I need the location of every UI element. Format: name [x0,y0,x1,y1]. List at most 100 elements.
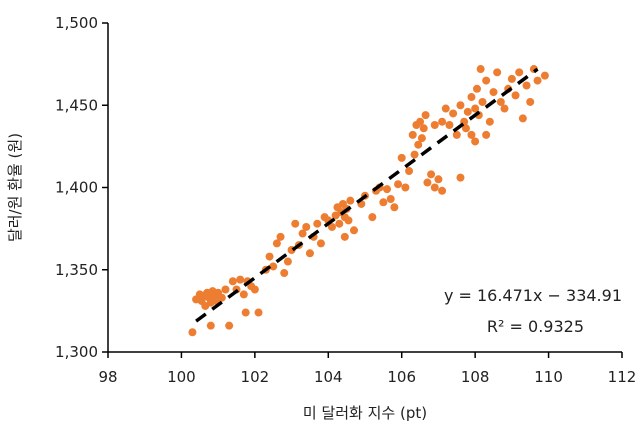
data-point [414,140,423,149]
x-axis-title: 미 달러화 지수 (pt) [303,404,427,422]
data-point [298,229,307,238]
x-tick-label: 104 [314,368,343,386]
r-squared-label: R² = 0.9325 [487,317,584,336]
y-tick-label: 1,400 [55,179,98,197]
data-point [449,109,458,118]
x-tick-label: 106 [387,368,416,386]
data-point [236,275,245,284]
y-tick-label: 1,500 [55,14,98,32]
data-point [394,180,403,189]
data-point [493,68,502,77]
x-tick-label: 112 [608,368,637,386]
data-point [188,328,197,337]
data-point [416,117,425,126]
trendline-equation: y = 16.471x − 334.91 [444,286,622,305]
y-axis-title: 달러/원 환율 (원) [6,133,24,242]
data-point [482,76,491,85]
data-point [417,134,426,143]
data-point [276,232,285,241]
data-point [540,71,549,80]
data-point [438,117,447,126]
data-point [419,124,428,133]
data-point [515,68,524,77]
data-point [254,308,263,317]
data-point [379,198,388,207]
data-point [327,222,336,231]
y-axis-ticks: 1,300 1,350 1,400 1,450 1,500 [55,14,108,361]
data-point [478,97,487,106]
data-point [405,167,414,176]
data-point [482,130,491,139]
data-point [456,101,465,110]
data-point [386,195,395,204]
y-tick-label: 1,300 [55,343,98,361]
data-point [496,97,505,106]
data-point [463,107,472,116]
data-point [344,216,353,225]
data-point [340,232,349,241]
data-point [291,219,300,228]
data-point [427,170,436,179]
data-point [383,185,392,194]
y-tick-label: 1,350 [55,261,98,279]
data-point [221,285,230,294]
data-point [349,226,358,235]
data-point [471,137,480,146]
data-point [526,97,535,106]
x-tick-label: 108 [461,368,490,386]
data-points [188,65,549,337]
x-axis-ticks: 98 100 102 104 106 108 110 112 [98,352,636,386]
data-point [217,293,226,302]
data-point [269,262,278,271]
data-point [408,130,417,139]
data-point [335,219,344,228]
data-point [346,196,355,205]
data-point [522,81,531,90]
data-point [283,257,292,266]
data-point [472,84,481,93]
data-point [305,249,314,258]
data-point [507,74,516,83]
data-point [313,219,322,228]
trendline-layer [195,67,539,323]
data-point [471,104,480,113]
data-point [533,76,542,85]
data-point [410,150,419,159]
data-point [445,120,454,129]
data-point [485,117,494,126]
y-tick-label: 1,450 [55,96,98,114]
x-tick-label: 102 [241,368,270,386]
data-point [397,153,406,162]
data-point [489,88,498,97]
data-point [272,239,281,248]
x-tick-label: 98 [98,368,117,386]
x-tick-label: 100 [167,368,196,386]
data-point [228,277,237,286]
data-point [239,290,248,299]
data-point [441,104,450,113]
data-point [250,285,259,294]
data-point [434,175,443,184]
data-point [401,183,410,192]
data-point [423,178,432,187]
data-point [461,124,470,133]
data-point [452,130,461,139]
data-point [456,173,465,182]
data-point [430,120,439,129]
data-point [316,239,325,248]
trendline [195,67,539,323]
x-tick-label: 110 [534,368,563,386]
data-point [518,114,527,123]
data-point [302,222,311,231]
data-point [467,130,476,139]
data-point [280,269,289,278]
data-point [430,183,439,192]
data-point [500,104,509,113]
data-point [225,321,234,330]
data-point [390,203,399,212]
data-point [368,213,377,222]
data-point [438,186,447,195]
data-point [511,91,520,100]
